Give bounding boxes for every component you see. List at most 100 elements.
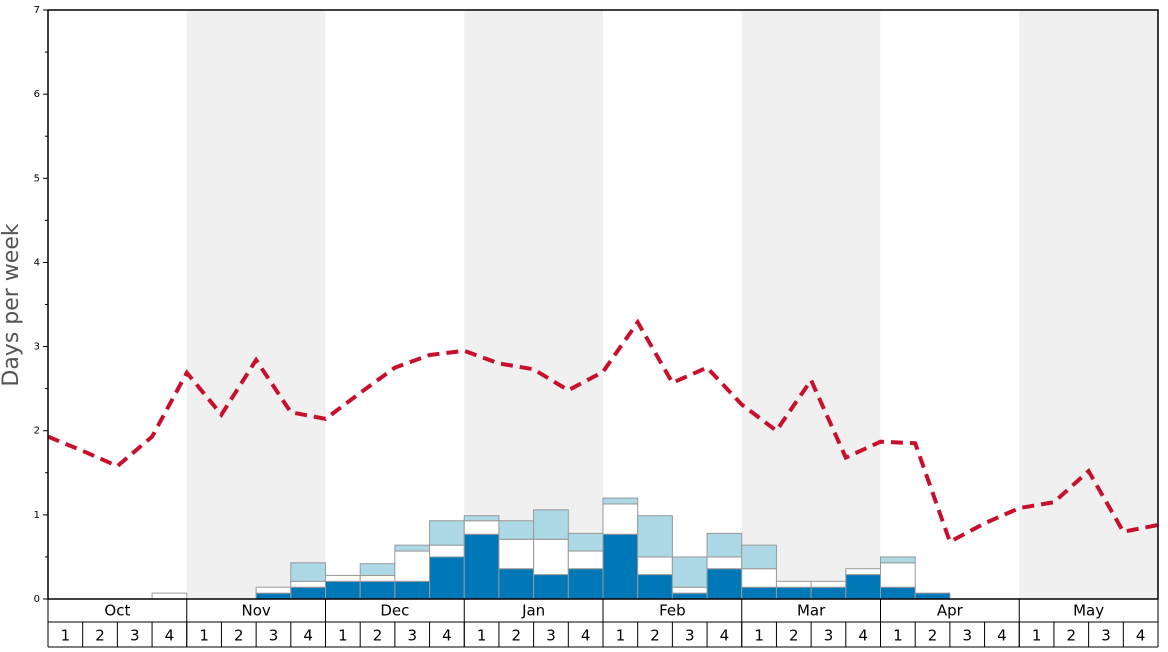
trend-line (47, 318, 1159, 545)
week-label: 2 (373, 627, 383, 645)
month-label: Mar (797, 602, 826, 620)
month-label: Feb (659, 602, 686, 620)
week-label: 1 (616, 627, 626, 645)
y-tick-label: 1 (34, 510, 40, 521)
bar-segment (810, 586, 847, 600)
y-tick-label: 6 (34, 89, 40, 100)
week-label: 4 (997, 627, 1007, 645)
week-label: 4 (581, 627, 591, 645)
bar-segment (394, 580, 431, 600)
bar-segment (602, 533, 639, 600)
month-band (464, 10, 603, 599)
week-label: 2 (234, 627, 244, 645)
bar-segment (706, 556, 743, 570)
bar-segment (498, 538, 535, 570)
bar-segment (290, 586, 326, 600)
bar-segment (567, 532, 604, 552)
month-label: Oct (104, 602, 130, 620)
week-label: 3 (962, 627, 972, 645)
y-tick-label: 2 (34, 426, 40, 437)
bar-segment (429, 544, 465, 558)
week-label: 4 (1136, 627, 1146, 645)
bar-segment (463, 515, 500, 522)
bar-segment (429, 520, 465, 546)
y-tick-label: 4 (34, 257, 40, 268)
week-label: 2 (928, 627, 938, 645)
week-label: 3 (685, 627, 695, 645)
bar-segment (498, 568, 535, 600)
week-label: 2 (512, 627, 522, 645)
bar-segment (880, 556, 916, 564)
bar-segment (151, 592, 188, 600)
bar-segment (637, 574, 673, 600)
bar-segment (845, 574, 881, 600)
month-band (741, 10, 881, 599)
week-label: 1 (61, 627, 71, 645)
bar-segment (602, 503, 639, 535)
bar-segment (325, 574, 361, 582)
bar-segment (706, 568, 743, 600)
bar-segment (533, 538, 569, 576)
week-label: 1 (338, 627, 348, 645)
bar-segment (637, 515, 673, 558)
bar-segment (602, 497, 639, 505)
y-tick-label: 0 (34, 594, 40, 605)
bar-segment (741, 544, 777, 570)
month-label: May (1073, 602, 1104, 620)
week-label: 1 (477, 627, 487, 645)
week-label: 3 (824, 627, 834, 645)
bar-segment (429, 556, 465, 600)
bar-segment (394, 550, 431, 582)
week-label: 4 (165, 627, 175, 645)
y-axis-label: Days per week (0, 223, 24, 386)
bar-segment (359, 580, 396, 600)
month-band (186, 10, 326, 599)
week-label: 2 (95, 627, 105, 645)
week-label: 1 (1032, 627, 1042, 645)
week-label: 4 (858, 627, 868, 645)
bar-segment (671, 556, 708, 588)
y-tick-label: 5 (34, 173, 40, 184)
bar-segment (914, 592, 951, 600)
month-label: Nov (241, 602, 270, 620)
bar-segment (359, 574, 396, 582)
week-label: 1 (893, 627, 903, 645)
week-label: 1 (199, 627, 209, 645)
bar-segment (775, 580, 812, 588)
bar-segment (533, 509, 569, 540)
bar-segment (567, 568, 604, 600)
bar-segment (741, 586, 777, 600)
bar-segment (567, 550, 604, 570)
week-label: 3 (269, 627, 279, 645)
bar-segment (671, 586, 708, 594)
week-label: 1 (754, 627, 764, 645)
week-label: 2 (1067, 627, 1077, 645)
month-label: Apr (937, 602, 964, 620)
bar-segment (359, 563, 396, 576)
week-label: 3 (407, 627, 417, 645)
bar-segment (325, 580, 361, 600)
bar-segment (880, 586, 916, 600)
bar-segment (463, 533, 500, 600)
month-label: Dec (380, 602, 409, 620)
bar-segment (671, 592, 708, 600)
month-label: Jan (521, 602, 545, 620)
week-label: 4 (720, 627, 730, 645)
bar-segment (463, 520, 500, 535)
bar-segment (880, 562, 916, 588)
week-label: 2 (650, 627, 660, 645)
bar-segment (741, 568, 777, 588)
bar-segment (255, 592, 292, 600)
bar-segment (845, 568, 881, 576)
bar-segment (775, 586, 812, 600)
bar-segment (533, 574, 569, 600)
bar-segment (637, 556, 673, 576)
y-tick-label: 7 (34, 5, 40, 16)
bar-segment (498, 520, 535, 540)
week-label: 4 (442, 627, 452, 645)
bar-segment (255, 586, 292, 594)
week-label: 2 (789, 627, 799, 645)
week-label: 3 (130, 627, 140, 645)
week-label: 3 (546, 627, 556, 645)
